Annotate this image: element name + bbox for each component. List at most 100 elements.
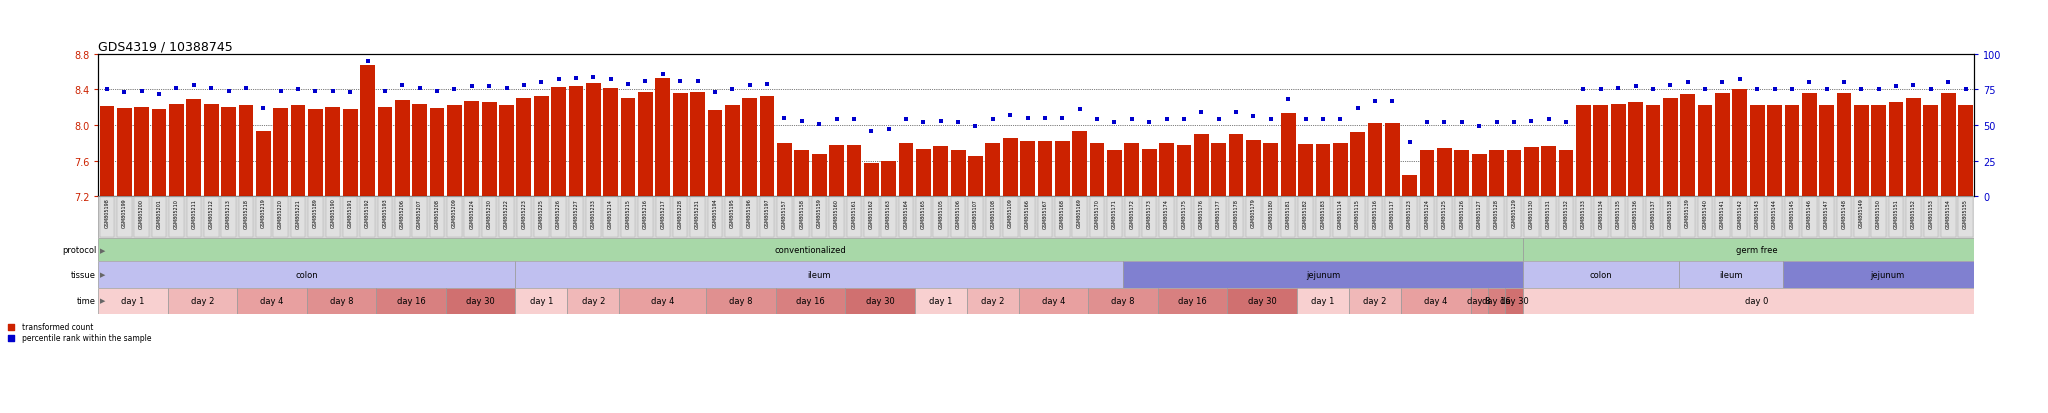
FancyBboxPatch shape	[829, 198, 844, 237]
Text: GSM805117: GSM805117	[1391, 198, 1395, 228]
Point	[682, 78, 715, 85]
FancyBboxPatch shape	[1350, 198, 1364, 237]
Point	[369, 88, 401, 95]
Bar	[117, 109, 131, 197]
Text: GSM805179: GSM805179	[1251, 198, 1255, 228]
Bar	[170, 104, 184, 197]
FancyBboxPatch shape	[1853, 198, 1868, 237]
Point	[698, 90, 731, 96]
FancyBboxPatch shape	[272, 198, 289, 237]
Text: GSM805166: GSM805166	[1026, 198, 1030, 228]
Text: GSM805220: GSM805220	[279, 198, 283, 228]
Point	[473, 84, 506, 90]
Bar	[1124, 144, 1139, 197]
Bar	[238, 105, 254, 197]
FancyBboxPatch shape	[1507, 198, 1522, 237]
Text: GSM805140: GSM805140	[1702, 198, 1708, 228]
Text: GSM805226: GSM805226	[557, 198, 561, 228]
Bar	[1749, 106, 1765, 197]
Text: GSM805150: GSM805150	[1876, 198, 1882, 228]
Bar	[569, 87, 584, 197]
Point	[1167, 117, 1200, 123]
Point	[1845, 87, 1878, 93]
Bar	[1280, 114, 1296, 197]
Point	[958, 124, 991, 131]
Point	[977, 117, 1010, 123]
FancyBboxPatch shape	[639, 198, 653, 237]
Bar	[1872, 106, 1886, 197]
FancyBboxPatch shape	[1628, 198, 1642, 237]
Point	[1446, 120, 1479, 126]
Point	[1098, 120, 1130, 126]
Text: GSM805124: GSM805124	[1425, 198, 1430, 228]
Point	[125, 88, 158, 95]
Text: GSM805228: GSM805228	[678, 198, 682, 228]
Bar	[1210, 144, 1227, 197]
Text: GSM805216: GSM805216	[643, 198, 647, 228]
Bar	[1907, 99, 1921, 197]
Bar	[1958, 106, 1972, 197]
Point	[1358, 98, 1391, 105]
FancyBboxPatch shape	[1264, 198, 1278, 237]
Point	[90, 87, 123, 93]
Point	[1202, 117, 1235, 123]
FancyBboxPatch shape	[1714, 198, 1731, 237]
Point	[1411, 120, 1444, 126]
Text: colon: colon	[295, 271, 317, 279]
Text: GSM805221: GSM805221	[295, 198, 301, 228]
Text: GSM805126: GSM805126	[1460, 198, 1464, 228]
Text: day 4: day 4	[651, 297, 674, 305]
Text: GSM805222: GSM805222	[504, 198, 510, 228]
Point	[213, 88, 246, 95]
Text: GSM805233: GSM805233	[592, 198, 596, 228]
Point	[1931, 80, 1964, 86]
Text: day 0: day 0	[1745, 297, 1769, 305]
Bar	[1438, 149, 1452, 197]
Text: GSM805208: GSM805208	[434, 198, 440, 228]
Text: day 4: day 4	[260, 297, 285, 305]
Bar	[377, 288, 446, 314]
Point	[1950, 87, 1982, 93]
Text: GSM805123: GSM805123	[1407, 198, 1413, 228]
Bar	[1679, 262, 1784, 288]
Text: GSM805136: GSM805136	[1632, 198, 1638, 228]
FancyBboxPatch shape	[1577, 198, 1591, 237]
Text: colon: colon	[1589, 271, 1612, 279]
Text: ▶: ▶	[100, 272, 106, 278]
Bar	[1298, 145, 1313, 197]
Bar	[1784, 106, 1800, 197]
FancyBboxPatch shape	[1819, 198, 1833, 237]
FancyBboxPatch shape	[795, 198, 809, 237]
Point	[629, 78, 662, 85]
Text: day 1: day 1	[121, 297, 145, 305]
FancyBboxPatch shape	[1159, 198, 1174, 237]
Bar	[1108, 151, 1122, 197]
Point	[578, 74, 610, 81]
FancyBboxPatch shape	[1210, 198, 1227, 237]
Bar	[1559, 151, 1573, 197]
Text: day 1: day 1	[930, 297, 952, 305]
FancyBboxPatch shape	[205, 198, 219, 237]
FancyBboxPatch shape	[1038, 198, 1053, 237]
Point	[1288, 117, 1321, 123]
Text: day 8: day 8	[729, 297, 754, 305]
Bar	[377, 108, 393, 197]
Bar	[776, 144, 793, 197]
Bar	[446, 288, 516, 314]
Point	[1151, 117, 1184, 123]
Text: GSM805192: GSM805192	[365, 198, 371, 228]
Text: GSM805157: GSM805157	[782, 198, 786, 228]
Bar	[1419, 151, 1434, 197]
Bar	[1698, 106, 1712, 197]
Bar	[342, 110, 358, 197]
Bar	[1315, 145, 1331, 197]
FancyBboxPatch shape	[569, 198, 584, 237]
Bar	[1733, 90, 1747, 197]
Bar	[1296, 288, 1350, 314]
Point	[664, 78, 696, 85]
Bar	[967, 288, 1020, 314]
Bar	[1489, 288, 1505, 314]
Text: day 16: day 16	[397, 297, 426, 305]
Bar	[238, 288, 307, 314]
FancyBboxPatch shape	[864, 198, 879, 237]
